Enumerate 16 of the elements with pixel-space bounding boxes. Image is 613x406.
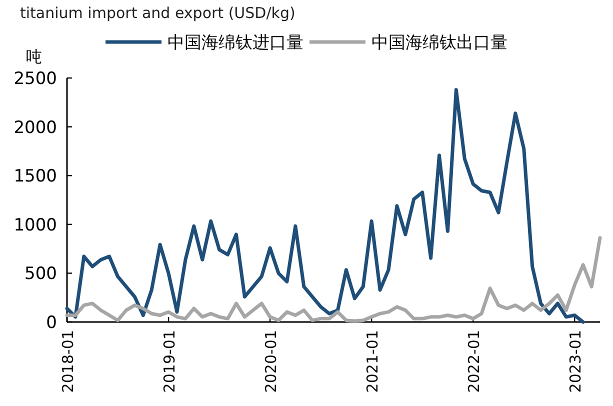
x-tick-label: 2019-01 xyxy=(160,330,179,393)
x-tick-label: 2022-01 xyxy=(465,330,484,393)
x-tick-label: 2018-01 xyxy=(59,330,77,393)
annotation: titanium import and export (USD/kg) xyxy=(20,4,296,22)
x-tick-label: 2020-01 xyxy=(262,330,280,393)
y-axis-title: 吨 xyxy=(26,47,42,66)
legend-label: 中国海绵钛出口量 xyxy=(372,33,508,53)
y-tick-label: 500 xyxy=(24,264,57,284)
y-tick-label: 2500 xyxy=(14,69,57,89)
y-tick-label: 1000 xyxy=(14,215,57,236)
y-tick-label: 0 xyxy=(46,313,57,333)
y-tick-label: 1500 xyxy=(14,166,57,187)
x-tick-label: 2023-01 xyxy=(566,330,585,393)
x-tick-label: 2021-01 xyxy=(364,330,382,393)
y-tick-label: 2000 xyxy=(14,118,57,138)
legend-label: 中国海绵钛进口量 xyxy=(168,33,304,53)
